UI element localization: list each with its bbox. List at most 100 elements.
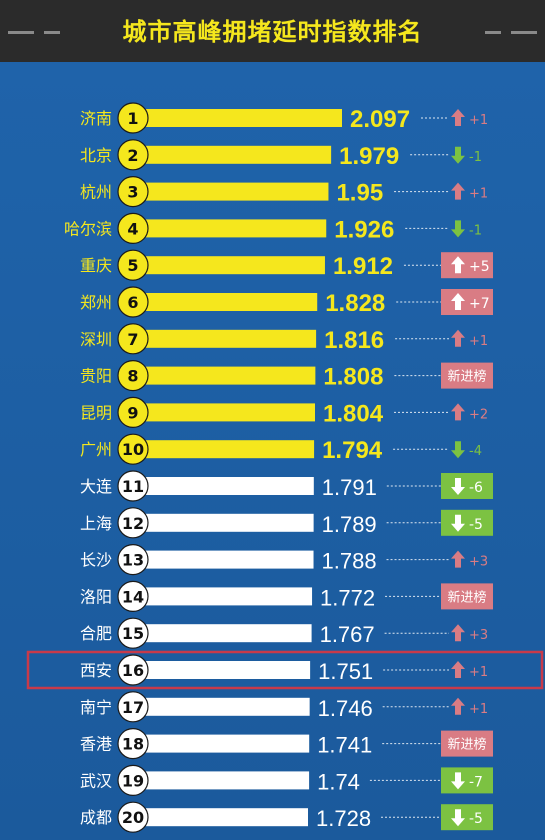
value-label-19: 1.74 <box>317 769 360 794</box>
rank-label-17: 17 <box>122 698 144 717</box>
rank-circle-9 <box>117 396 149 428</box>
value-label-20: 1.728 <box>316 806 371 831</box>
rank-label-3: 3 <box>127 183 138 202</box>
arrow-down-icon-11 <box>451 478 465 495</box>
city-label-9: 昆明 <box>80 403 112 422</box>
city-label-16: 西安 <box>80 661 112 680</box>
value-label-10: 1.794 <box>322 437 383 464</box>
city-label-11: 大连 <box>80 477 112 496</box>
city-label-8: 贵阳 <box>80 367 112 386</box>
rank-label-8: 8 <box>127 367 138 386</box>
rank-circle-7 <box>117 323 149 355</box>
bar-3 <box>133 182 329 201</box>
rank-circle-13 <box>117 544 149 576</box>
arrow-down-icon-19 <box>451 772 465 790</box>
change-label-4: -1 <box>469 223 482 238</box>
change-label-6: +7 <box>469 296 490 312</box>
value-label-3: 1.95 <box>336 180 383 207</box>
city-label-18: 香港 <box>80 735 112 754</box>
change-label-13: +3 <box>469 555 488 570</box>
city-label-1: 济南 <box>80 109 112 128</box>
bar-2 <box>133 145 332 164</box>
arrow-up-icon-5 <box>451 256 465 274</box>
change-label-11: -6 <box>469 480 483 496</box>
city-label-3: 杭州 <box>80 183 112 202</box>
bar-5 <box>133 256 325 275</box>
change-badge-12 <box>441 509 493 536</box>
arrow-up-icon-6 <box>451 293 465 310</box>
rank-label-11: 11 <box>122 477 144 496</box>
rank-circle-1 <box>117 102 149 134</box>
value-label-14: 1.772 <box>320 585 375 610</box>
rank-circle-20 <box>117 801 149 833</box>
city-label-10: 广州 <box>80 440 112 459</box>
change-label-19: -7 <box>469 774 483 790</box>
value-label-18: 1.741 <box>317 733 372 758</box>
rank-label-18: 18 <box>122 735 144 754</box>
new-entry-label-14: 新进榜 <box>447 589 486 605</box>
chart-title: 城市高峰拥堵延时指数排名 <box>122 18 423 46</box>
rank-label-14: 14 <box>122 587 144 606</box>
rank-circle-4 <box>117 212 149 244</box>
arrow-down-icon-4 <box>451 220 465 238</box>
bar-15 <box>133 624 312 643</box>
rank-label-10: 10 <box>122 440 144 459</box>
rank-circle-6 <box>117 286 149 318</box>
rank-label-20: 20 <box>122 808 144 827</box>
rank-label-19: 19 <box>122 771 144 790</box>
change-badge-5 <box>441 252 493 279</box>
bar-1 <box>133 109 342 127</box>
rank-circle-18 <box>117 727 149 760</box>
bar-8 <box>133 366 316 385</box>
bar-17 <box>133 697 310 716</box>
city-label-4: 哈尔滨 <box>64 219 112 238</box>
change-label-20: -5 <box>469 811 483 827</box>
change-badge-20 <box>441 804 493 831</box>
new-entry-badge-8 <box>441 362 493 389</box>
rank-circle-17 <box>117 691 149 723</box>
bar-14 <box>133 587 313 606</box>
ranking-chart: 1 济南 2.097 +1 2 北京 1.979 -1 3 杭州 1.95 +1 4 哈尔滨 1.926 -1… <box>26 102 544 833</box>
arrow-up-icon-15 <box>451 624 465 642</box>
bar-18 <box>133 734 310 753</box>
bar-9 <box>133 403 316 422</box>
change-label-16: +1 <box>469 665 488 680</box>
city-label-12: 上海 <box>80 514 112 533</box>
bar-19 <box>133 771 310 790</box>
rank-circle-2 <box>117 139 149 171</box>
bar-7 <box>133 329 317 348</box>
rank-circle-14 <box>117 580 149 613</box>
arrow-up-icon-16 <box>451 661 465 678</box>
value-label-12: 1.789 <box>322 512 377 537</box>
city-label-5: 重庆 <box>80 256 112 275</box>
change-label-12: -5 <box>469 517 483 533</box>
arrow-down-icon-2 <box>451 146 465 164</box>
new-entry-badge-14 <box>441 583 493 610</box>
change-label-2: -1 <box>469 150 482 165</box>
bar-10 <box>133 440 315 459</box>
bar-16 <box>133 661 311 679</box>
city-label-14: 洛阳 <box>80 587 112 606</box>
title-bar-dash-right <box>511 31 537 34</box>
bar-13 <box>133 550 314 569</box>
city-label-15: 合肥 <box>80 624 112 643</box>
change-label-15: +3 <box>469 628 488 643</box>
city-label-2: 北京 <box>80 146 112 165</box>
arrow-up-icon-9 <box>451 403 465 421</box>
value-label-17: 1.746 <box>318 696 373 721</box>
arrow-up-icon-1 <box>451 109 465 126</box>
chart-area: 1 济南 2.097 +1 2 北京 1.979 -1 3 杭州 1.95 +1 4 哈尔滨 1.926 -1… <box>0 62 545 840</box>
change-label-17: +1 <box>469 702 488 717</box>
rank-label-13: 13 <box>122 551 144 570</box>
value-label-9: 1.804 <box>323 400 384 427</box>
arrow-up-icon-13 <box>451 550 465 568</box>
rank-label-16: 16 <box>122 661 144 680</box>
value-label-11: 1.791 <box>322 475 377 500</box>
rank-circle-10 <box>117 433 149 465</box>
rank-label-5: 5 <box>127 256 138 275</box>
bar-12 <box>133 513 314 532</box>
bar-6 <box>133 293 318 311</box>
rank-label-4: 4 <box>127 219 138 238</box>
rank-circle-19 <box>117 764 149 797</box>
rank-label-2: 2 <box>127 146 138 165</box>
